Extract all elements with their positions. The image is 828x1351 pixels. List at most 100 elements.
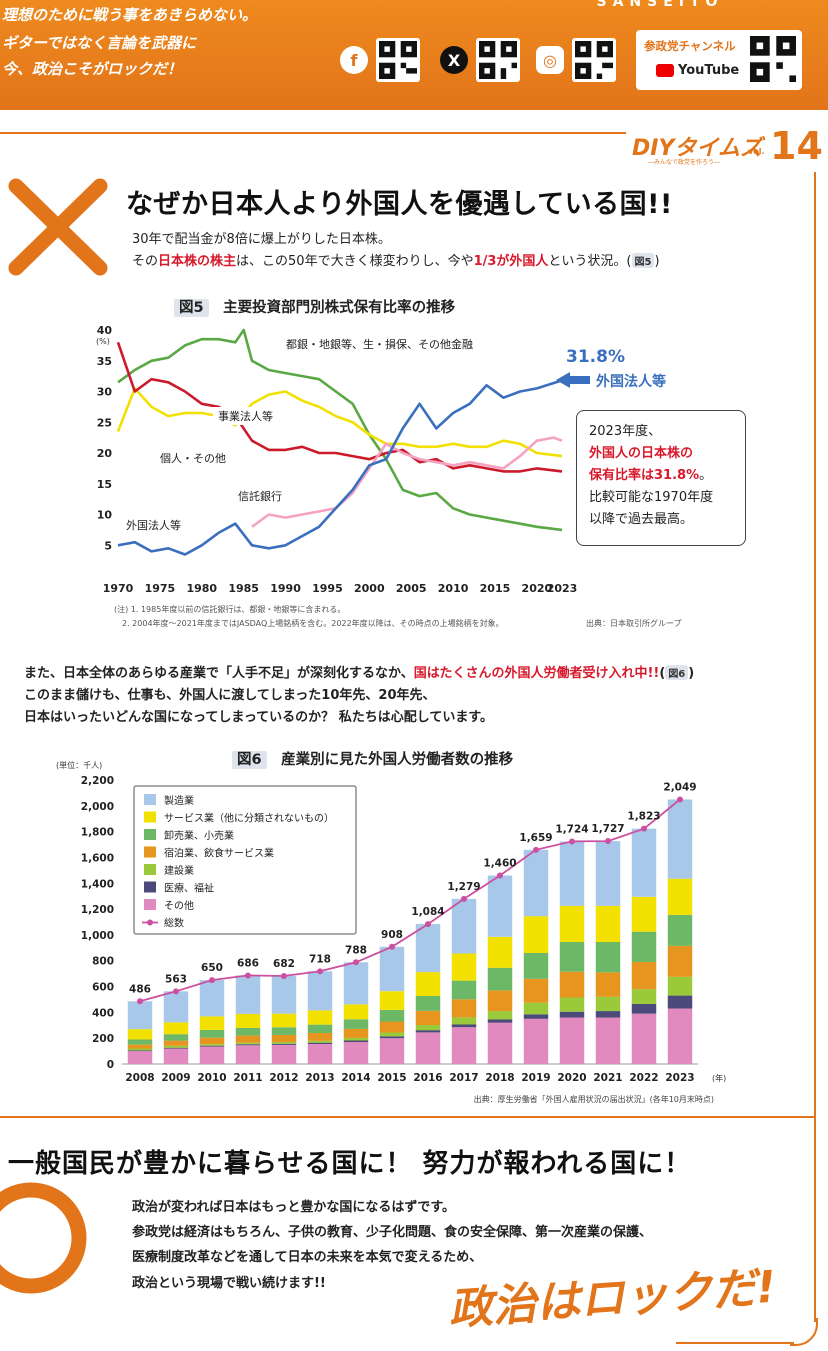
chart2-bar-segment: [523, 1018, 549, 1064]
chart2-bar-segment: [451, 1017, 477, 1025]
chart2-bar-segment: [343, 1028, 369, 1038]
chart2-bar-segment: [667, 995, 693, 1009]
chart2-xtick-label: 2015: [377, 1072, 406, 1084]
chart2-bar-segment: [199, 1016, 225, 1030]
chart1-xtick-label: 2015: [480, 582, 511, 595]
section2-line1: また、日本全体のあらゆる産業で「人手不足」が深刻化するなか、国はたくさんの外国人…: [24, 665, 695, 681]
chart1-series-line: [117, 379, 563, 556]
chart2-total-point: [677, 796, 683, 803]
chart2-total-label: 486: [129, 983, 151, 995]
chart2-bar-segment: [667, 878, 693, 915]
chart2-bar-segment: [307, 1042, 333, 1044]
chart2-bar-segment: [631, 896, 657, 932]
chart1-ytick-label: 35: [97, 355, 112, 368]
chart2-ytick-label: 2,200: [81, 775, 114, 787]
chart2-bar-segment: [271, 1042, 297, 1044]
frame-line-middle: [0, 1116, 816, 1118]
chart1-label-indiv-bg: [155, 449, 231, 467]
chart2-total-point: [605, 838, 611, 845]
chart2-bar-segment: [487, 875, 513, 937]
chart2-bar-segment: [487, 1019, 513, 1023]
chart2-total-label: 1,724: [555, 823, 588, 835]
chart1-xtick-label: 2020: [522, 582, 553, 595]
facebook-icon[interactable]: f: [340, 46, 368, 74]
masthead-tagline: ―みんなで政党を作ろう―: [648, 159, 721, 166]
chart2-stacked-bar-chart: (単位：千人) 0 200 400 600 800 1,000 1,200 1,400 1,600…: [56, 760, 726, 1104]
chart2-bar-segment: [235, 1013, 261, 1028]
chart1-label-fin: 都銀・地銀等、生・損保、その他金融: [286, 337, 473, 351]
chart2-legend-swatch: [144, 899, 156, 910]
chart2-total-label: 686: [237, 957, 259, 969]
chart2-bar-segment: [235, 1035, 261, 1043]
chart2-bar-segment: [127, 1048, 153, 1051]
youtube-play-icon: [656, 64, 674, 77]
chart2-legend-label: 宿泊業、飲食サービス業: [164, 847, 274, 860]
chart2-bar-segment: [379, 1036, 405, 1039]
chart2-bar-segment: [307, 971, 333, 1011]
slogan-line-2: ギターではなく言論を武器に: [2, 34, 197, 52]
chart1-source: 出典：日本取引所グループ: [586, 619, 682, 628]
chart1-highlight-label: 外国法人等: [596, 373, 666, 390]
chart2-bar-segment: [595, 942, 621, 973]
chart2-total-point: [245, 972, 251, 979]
chart1-xtick-label: 1985: [228, 582, 259, 595]
chart2-ytick-label: 800: [92, 956, 114, 968]
chart2-ytick-label: 2,000: [81, 801, 114, 813]
chart1-label-corp: 事業法人等: [218, 409, 273, 423]
chart2-bar-segment: [127, 1029, 153, 1040]
chart1-ytick-label: 30: [97, 386, 113, 399]
chart1-label-indiv: 個人・その他: [160, 452, 226, 465]
chart1-xtick-label: 1975: [145, 582, 176, 595]
chart2-bar-segment: [343, 962, 369, 1005]
section1-headline: なぜか日本人より外国人を優遇している国!!: [126, 189, 673, 220]
chart2-bar-segment: [595, 905, 621, 943]
circle-mark-icon: [0, 1182, 87, 1294]
chart2-bar-segment: [523, 1014, 549, 1019]
chart2-xtick-label: 2014: [341, 1072, 370, 1084]
chart2-legend-swatch: [144, 881, 156, 893]
chart2-bar-segment: [415, 1030, 441, 1033]
masthead-title: DIYタイムズ: [632, 136, 762, 161]
section1-line2: その日本株の株主は、この50年で大きく様変わりし、今や1/3が外国人という状況。…: [132, 253, 660, 269]
chart1-callout: 2023年度、 外国人の日本株の 保有比率は31.8%。 比較可能な1970年度…: [576, 410, 746, 546]
frame-line-top: [0, 132, 626, 134]
chart2-bar-segment: [343, 1004, 369, 1020]
chart2-bar-segment: [415, 1010, 441, 1026]
youtube-channel-box[interactable]: 参政党チャンネル YouTube: [636, 30, 802, 90]
chart1-arrow-icon: [556, 372, 590, 388]
chart1-label-trust: 信託銀行: [238, 489, 282, 503]
chart2-bar-segment: [127, 1051, 153, 1064]
chart2-bar-segment: [523, 1002, 549, 1015]
chart1-ytick-label: 40: [97, 324, 113, 337]
chart2-total-label: 1,279: [447, 881, 480, 893]
chart2-bar-segment: [235, 975, 261, 1014]
chart2-bar-segment: [343, 1042, 369, 1064]
chart2-bar-segment: [487, 1011, 513, 1020]
chart2-total-point: [173, 988, 179, 995]
x-icon[interactable]: X: [440, 46, 468, 74]
chart2-total-point: [497, 872, 503, 879]
chart2-bar-segment: [379, 1009, 405, 1022]
chart2-total-label: 788: [345, 944, 367, 956]
rock-slogan: 政治はロックだ!: [446, 1261, 778, 1336]
brand-name: SANSEITO: [596, 0, 724, 10]
chart2-bar-segment: [595, 1017, 621, 1064]
chart2-bar-segment: [415, 924, 441, 973]
chart2-bar-segment: [379, 1038, 405, 1064]
chart2-legend-swatch: [144, 864, 156, 875]
chart2-total-label: 1,727: [591, 823, 624, 835]
chart2-bar-segment: [667, 1008, 693, 1064]
chart2-total-label: 650: [201, 962, 223, 974]
chart2-bar-segment: [379, 1021, 405, 1033]
chart1-label-fin-bg: [281, 335, 478, 353]
chart2-bar-segment: [595, 1011, 621, 1018]
chart2-bar-segment: [667, 914, 693, 946]
chart2-bar-segment: [559, 1017, 585, 1064]
chart1-label-trust-bg: [233, 487, 287, 505]
chart2-title: 図6 産業別に見た外国人労働者数の推移: [232, 748, 513, 769]
instagram-icon[interactable]: ◎: [536, 46, 564, 74]
chart2-bar-segment: [523, 916, 549, 953]
chart2-total-point: [461, 895, 467, 902]
chart2-bar-segment: [667, 945, 693, 977]
chart2-bar-segment: [199, 1044, 225, 1046]
